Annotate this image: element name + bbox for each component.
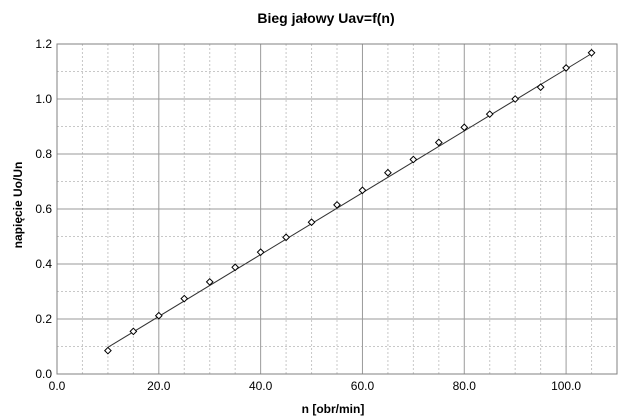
data-point-marker <box>562 64 570 72</box>
y-tick-label: 0.2 <box>35 312 52 326</box>
data-point-marker <box>409 155 418 164</box>
data-points <box>104 48 596 355</box>
y-tick-label: 0.0 <box>35 367 52 381</box>
data-point-marker <box>282 233 290 242</box>
data-point-marker <box>307 218 316 227</box>
data-point-marker <box>384 168 392 177</box>
x-tick-label: 0.0 <box>49 379 66 393</box>
y-tick-label: 0.8 <box>35 147 52 161</box>
data-point-marker <box>104 346 112 355</box>
data-point-marker <box>256 248 265 257</box>
data-point-marker <box>511 95 520 103</box>
data-point-marker <box>485 110 494 119</box>
y-tick-labels: 0.0 0.2 0.4 0.6 0.8 1.0 1.2 <box>35 37 52 381</box>
data-point-marker <box>205 277 214 286</box>
data-point-marker <box>358 186 367 195</box>
data-point-marker <box>154 311 163 320</box>
plot-area <box>56 43 618 375</box>
trendline <box>107 53 592 348</box>
x-tick-label: 80.0 <box>453 379 477 393</box>
data-point-marker <box>587 48 596 57</box>
x-tick-labels: 0.0 20.0 40.0 60.0 80.0 100.0 <box>49 379 582 393</box>
data-point-marker <box>129 327 138 336</box>
x-tick-label: 100.0 <box>551 379 581 393</box>
data-point-marker <box>434 138 443 147</box>
data-point-marker <box>536 83 545 92</box>
x-axis-label: n [obr/min] <box>302 402 365 416</box>
y-tick-label: 0.6 <box>35 202 52 216</box>
x-tick-label: 20.0 <box>147 379 171 393</box>
y-axis-label: napięcie Uo/Un <box>11 162 25 249</box>
y-tick-label: 0.4 <box>35 257 52 271</box>
x-tick-label: 60.0 <box>351 379 375 393</box>
data-point-marker <box>231 263 240 272</box>
y-tick-label: 1.2 <box>35 37 52 51</box>
data-point-marker <box>460 123 469 132</box>
data-point-marker <box>180 294 189 303</box>
trendline-group <box>107 53 592 348</box>
y-tick-label: 1.0 <box>35 92 52 106</box>
data-point-marker <box>333 200 341 209</box>
x-tick-label: 40.0 <box>249 379 273 393</box>
chart-title: Bieg jałowy Uav=f(n) <box>257 10 394 26</box>
